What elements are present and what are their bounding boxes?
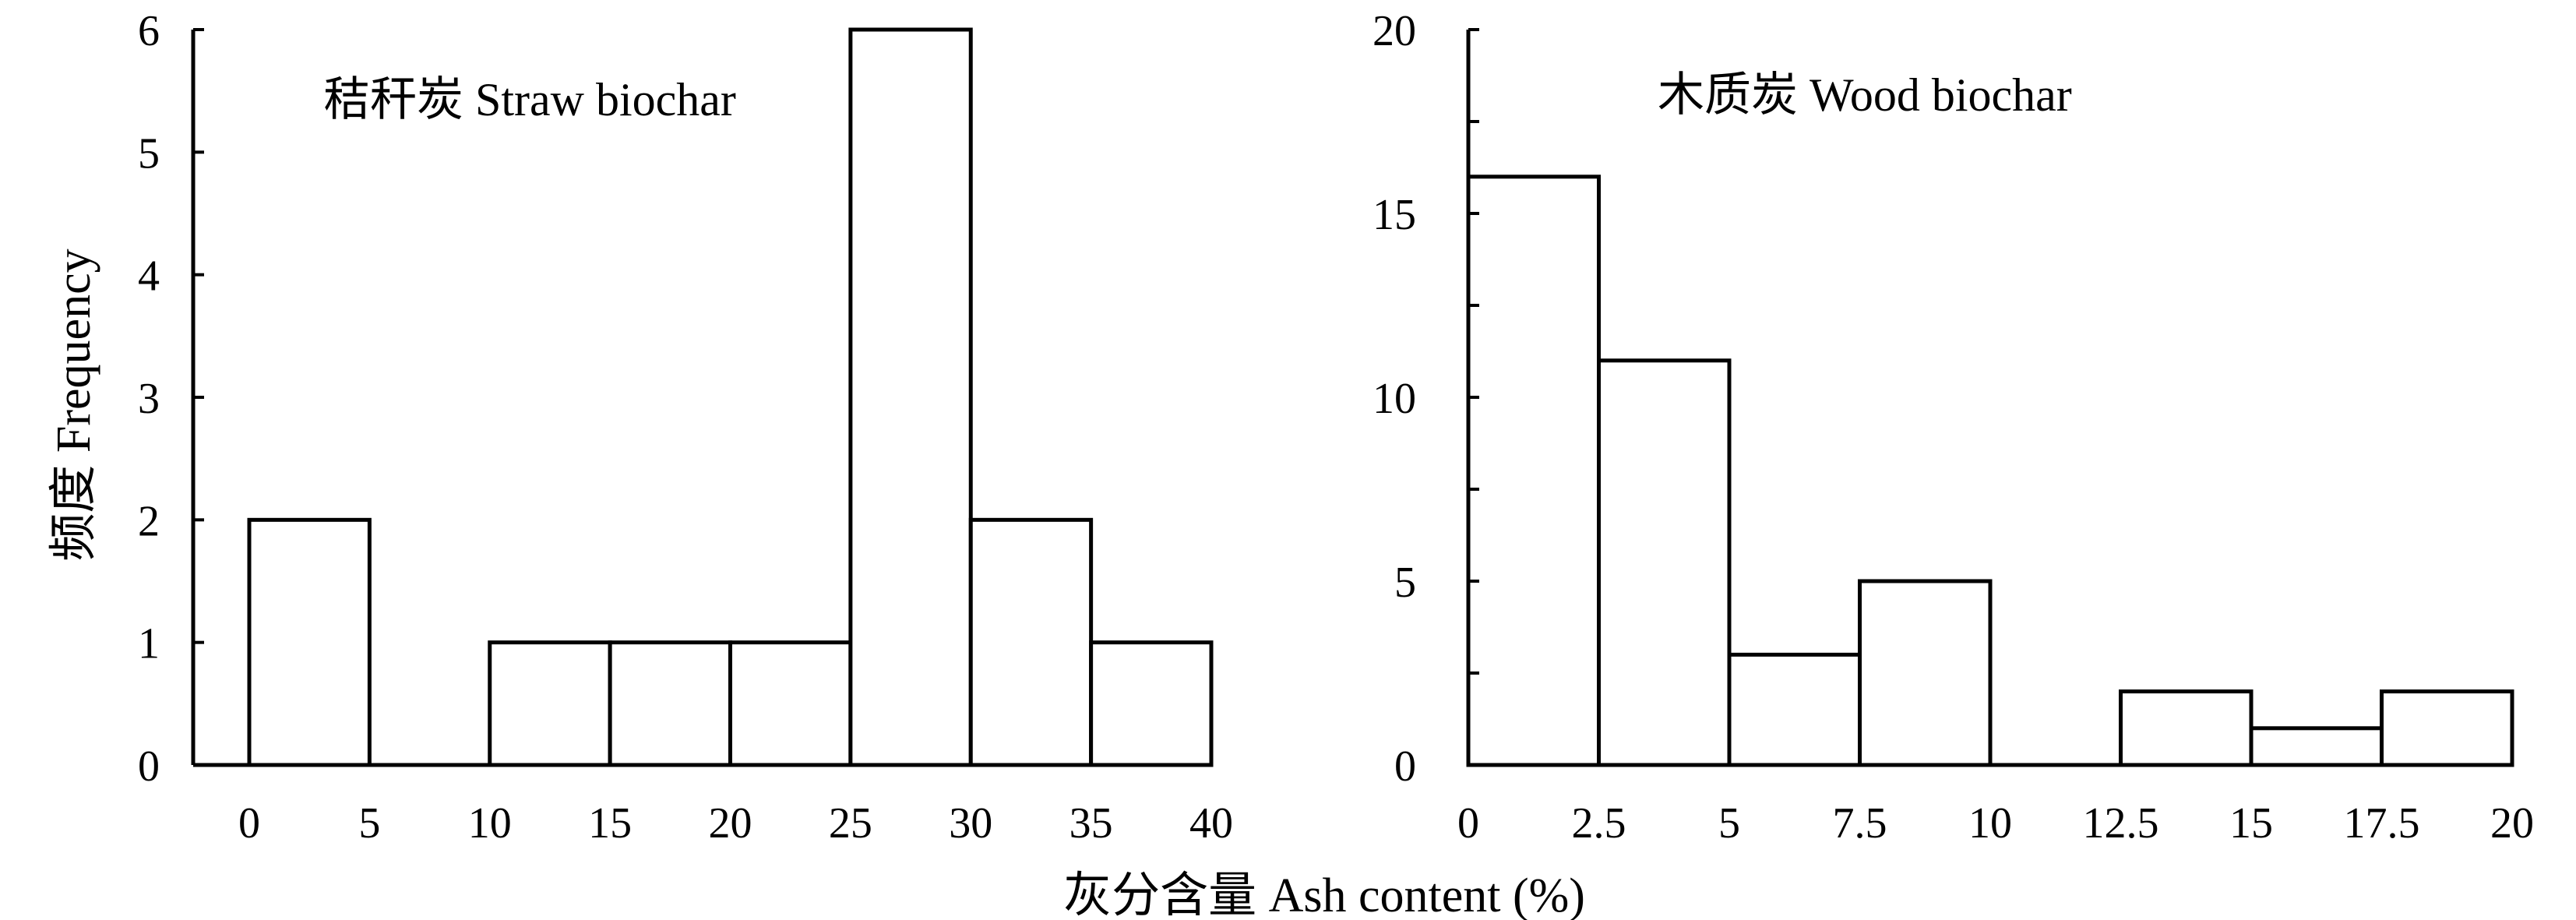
wood-bar-3 bbox=[1858, 579, 1993, 767]
straw-y-tick-label: 0 bbox=[138, 742, 160, 791]
wood-x-tick-label: 20 bbox=[2490, 799, 2534, 848]
straw-bar-6 bbox=[1089, 640, 1214, 767]
wood-bar-0 bbox=[1466, 174, 1601, 767]
wood-bar-4 bbox=[2119, 689, 2254, 767]
wood-x-tick-label: 7.5 bbox=[1833, 799, 1887, 848]
straw-bar-1 bbox=[488, 640, 612, 767]
straw-x-tick-label: 20 bbox=[709, 799, 752, 848]
straw-bar-0 bbox=[247, 517, 372, 767]
straw-x-tick-label: 35 bbox=[1070, 799, 1113, 848]
wood-bar-5 bbox=[2249, 726, 2384, 767]
straw-x-tick-label: 30 bbox=[949, 799, 992, 848]
wood-x-tick-label: 2.5 bbox=[1572, 799, 1626, 848]
wood-biochar-panel: 0 5 10 15 20 0 2.5 5 7.5 10 12.5 15 17.5 20 木质炭 Wood b… bbox=[1373, 7, 2534, 848]
straw-biochar-panel: 0 1 2 3 4 5 6 0 5 10 15 20 25 30 35 40 秸秆炭 Straw biochar bbox=[138, 7, 1233, 848]
straw-x-tick-label: 5 bbox=[358, 799, 380, 848]
straw-bar-5 bbox=[968, 517, 1094, 767]
wood-y-tick-label: 10 bbox=[1373, 375, 1416, 423]
wood-panel-title: 木质炭 Wood biochar bbox=[1658, 69, 2072, 121]
wood-bar-6 bbox=[2380, 689, 2514, 767]
straw-x-tick-label: 40 bbox=[1189, 799, 1233, 848]
y-axis-label: 频度 Frequency bbox=[48, 249, 100, 561]
straw-y-tick-label: 1 bbox=[138, 620, 160, 668]
straw-x-tick-label: 25 bbox=[829, 799, 872, 848]
straw-y-tick-label: 2 bbox=[138, 497, 160, 545]
straw-x-tick-label: 0 bbox=[238, 799, 260, 848]
straw-bar-4 bbox=[848, 27, 973, 767]
straw-y-tick-label: 4 bbox=[138, 252, 160, 301]
wood-y-tick-label: 5 bbox=[1394, 559, 1416, 607]
wood-x-tick-label: 5 bbox=[1718, 799, 1740, 848]
wood-x-tick-label: 17.5 bbox=[2344, 799, 2420, 848]
straw-bar-3 bbox=[728, 640, 853, 767]
straw-bar-2 bbox=[608, 640, 732, 767]
x-axis-label: 灰分含量 Ash content (%) bbox=[1063, 869, 1585, 920]
straw-x-tick-label: 15 bbox=[588, 799, 632, 848]
wood-y-tick-label: 15 bbox=[1373, 191, 1416, 239]
wood-x-tick-label: 15 bbox=[2229, 799, 2273, 848]
straw-y-tick-label: 3 bbox=[138, 375, 160, 423]
wood-bar-1 bbox=[1597, 358, 1732, 767]
wood-bar-2 bbox=[1727, 652, 1862, 767]
wood-x-tick-label: 12.5 bbox=[2083, 799, 2159, 848]
wood-x-tick-label: 0 bbox=[1457, 799, 1479, 848]
wood-y-tick-label: 20 bbox=[1373, 7, 1416, 55]
straw-y-tick-label: 6 bbox=[138, 7, 160, 55]
wood-x-tick-label: 10 bbox=[1968, 799, 2012, 848]
straw-y-tick-label: 5 bbox=[138, 129, 160, 178]
straw-panel-title: 秸秆炭 Straw biochar bbox=[323, 74, 736, 125]
wood-y-tick-label: 0 bbox=[1394, 742, 1416, 791]
straw-x-tick-label: 10 bbox=[468, 799, 512, 848]
